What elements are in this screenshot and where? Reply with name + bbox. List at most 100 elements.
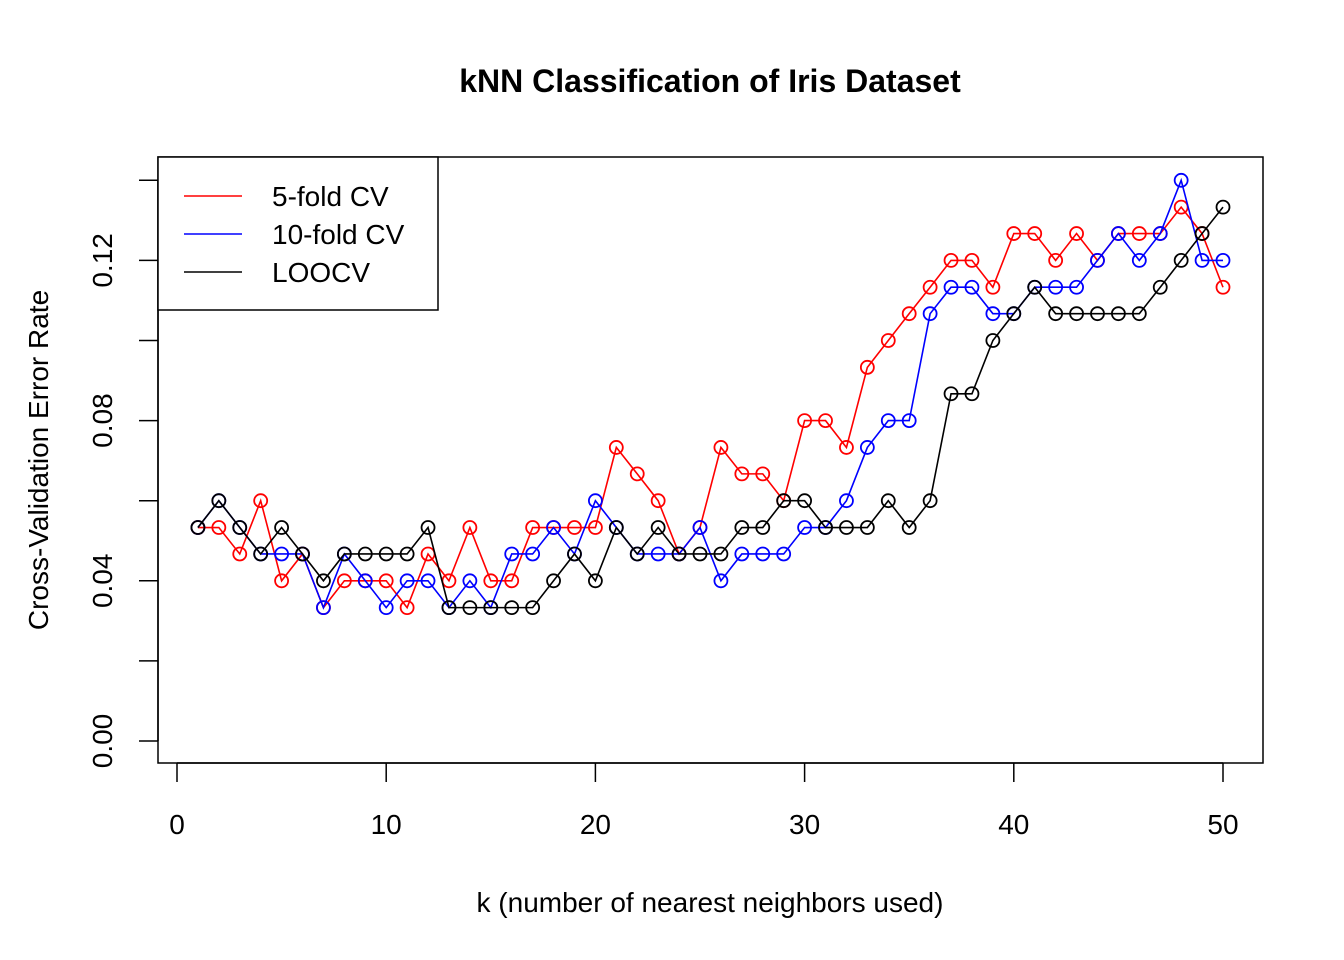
data-point — [232, 546, 248, 562]
data-point — [378, 546, 394, 562]
data-point — [839, 440, 854, 455]
data-point — [525, 520, 541, 535]
data-point — [608, 520, 624, 535]
series-layer — [190, 172, 1231, 616]
data-point — [1215, 199, 1231, 215]
data-point — [211, 493, 227, 509]
data-point — [901, 306, 917, 322]
data-point — [776, 493, 792, 509]
data-point — [1006, 306, 1022, 322]
data-point — [818, 413, 833, 429]
data-point — [797, 413, 812, 429]
data-point — [567, 520, 582, 535]
data-point — [253, 546, 269, 562]
data-point — [504, 573, 520, 589]
y-axis: 0.00 0.04 0.08 0.12 — [87, 179, 159, 769]
data-point — [901, 520, 917, 535]
data-point — [588, 493, 603, 509]
data-point — [357, 573, 373, 589]
data-point — [755, 466, 771, 482]
data-point — [1048, 252, 1064, 268]
data-point — [274, 520, 290, 535]
data-point — [462, 573, 478, 589]
data-point — [316, 573, 331, 589]
data-point — [378, 573, 394, 589]
data-point — [420, 573, 436, 589]
data-point — [818, 520, 833, 535]
data-point — [357, 546, 373, 562]
data-point — [1194, 226, 1210, 241]
data-point — [1048, 306, 1064, 322]
data-point — [734, 466, 750, 482]
data-point — [1090, 306, 1105, 322]
data-point — [1027, 226, 1043, 241]
data-point — [964, 279, 980, 295]
data-point — [316, 600, 331, 616]
data-point — [755, 520, 771, 535]
data-point — [755, 546, 771, 562]
data-point — [504, 546, 520, 562]
data-point — [336, 546, 352, 562]
data-point — [650, 493, 666, 509]
data-point — [1069, 306, 1084, 322]
x-tick-label: 20 — [580, 809, 611, 840]
x-axis-label: k (number of nearest neighbors used) — [477, 887, 944, 918]
data-point — [1090, 252, 1105, 268]
data-point — [692, 520, 708, 535]
data-point — [859, 359, 875, 375]
data-point — [567, 546, 582, 562]
data-point — [462, 600, 478, 616]
legend-label: 5-fold CV — [272, 181, 389, 212]
data-point — [797, 493, 812, 509]
series-3 — [190, 199, 1231, 616]
data-point — [922, 306, 938, 322]
data-point — [274, 546, 290, 562]
data-point — [985, 306, 1001, 322]
data-point — [1131, 252, 1147, 268]
data-point — [1006, 226, 1022, 241]
data-point — [1215, 279, 1231, 295]
legend-label: 10-fold CV — [272, 219, 405, 250]
data-point — [441, 600, 457, 616]
x-tick-label: 10 — [371, 809, 402, 840]
data-point — [985, 279, 1001, 295]
y-tick-label: 0.08 — [87, 393, 118, 448]
data-point — [1131, 306, 1147, 322]
data-point — [776, 546, 792, 562]
y-tick-label: 0.12 — [87, 233, 118, 288]
data-point — [1152, 279, 1168, 295]
x-axis: 0 10 20 30 40 50 — [169, 762, 1239, 840]
data-point — [859, 520, 875, 535]
x-tick-label: 50 — [1207, 809, 1238, 840]
data-point — [274, 573, 290, 589]
data-point — [588, 573, 603, 589]
data-point — [692, 546, 708, 562]
data-point — [483, 573, 499, 589]
data-point — [922, 279, 938, 295]
x-tick-label: 40 — [998, 809, 1029, 840]
data-point — [546, 520, 561, 535]
data-point — [839, 520, 854, 535]
data-point — [1173, 172, 1189, 188]
data-point — [964, 386, 980, 402]
data-point — [399, 600, 415, 616]
data-point — [1111, 306, 1126, 322]
data-point — [629, 546, 645, 562]
data-point — [713, 546, 729, 562]
data-point — [504, 600, 520, 616]
x-tick-label: 0 — [169, 809, 185, 840]
data-point — [734, 546, 750, 562]
data-point — [713, 440, 729, 455]
data-point — [295, 546, 310, 562]
data-point — [525, 600, 541, 616]
data-point — [922, 493, 938, 509]
data-point — [880, 493, 896, 509]
data-point — [943, 386, 959, 402]
data-point — [629, 466, 645, 482]
data-point — [650, 520, 666, 535]
y-tick-label: 0.00 — [87, 714, 118, 769]
data-point — [839, 493, 854, 509]
y-tick-label: 0.04 — [87, 554, 118, 609]
data-point — [964, 252, 980, 268]
